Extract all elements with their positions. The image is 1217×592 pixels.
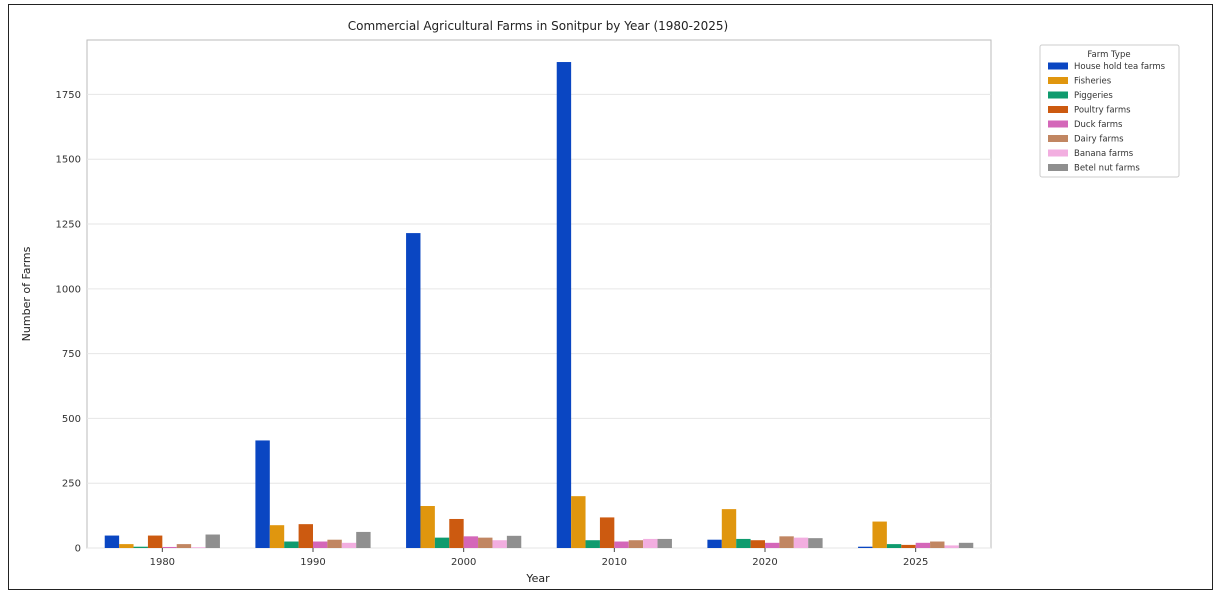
bar-fisheries-1990	[269, 525, 285, 548]
bar-betel-nut-farms-2020	[808, 538, 823, 548]
bar-betel-nut-farms-2025	[958, 542, 974, 548]
y-tick-label: 1000	[56, 284, 81, 295]
bar-piggeries-2010	[585, 540, 600, 548]
y-tick-label: 1250	[56, 220, 81, 231]
bar-poultry-farms-2025	[901, 544, 916, 548]
bar-banana-farms-2000	[492, 540, 507, 548]
grid-lines	[87, 93, 991, 549]
bar-house-hold-tea-farms-2020	[707, 539, 722, 548]
bar-duck-farms-2025	[915, 542, 931, 548]
bar-fisheries-2000	[420, 506, 435, 548]
bar-banana-farms-2025	[944, 545, 959, 548]
bar-duck-farms-1980	[162, 546, 177, 548]
bar-betel-nut-farms-1990	[356, 531, 371, 548]
legend-entry: Betel nut farms	[1074, 164, 1140, 174]
bar-poultry-farms-2020	[750, 540, 765, 548]
legend-entry: Duck farms	[1074, 120, 1123, 130]
bar-banana-farms-1980	[191, 547, 206, 548]
legend-swatch	[1048, 135, 1068, 142]
bar-dairy-farms-1980	[176, 544, 192, 548]
legend-swatch	[1048, 77, 1068, 84]
bars	[104, 62, 974, 549]
bar-house-hold-tea-farms-2000	[406, 233, 421, 548]
x-tick-label: 1980	[150, 557, 175, 568]
bar-poultry-farms-2000	[449, 518, 464, 548]
legend-entry: Banana farms	[1074, 149, 1134, 159]
bar-betel-nut-farms-2010	[657, 538, 672, 548]
bar-banana-farms-1990	[341, 542, 357, 548]
chart-title: Commercial Agricultural Farms in Sonitpu…	[348, 19, 728, 33]
x-tick-label: 1990	[300, 557, 325, 568]
bar-betel-nut-farms-2000	[506, 535, 522, 548]
y-axis-title: Number of Farms	[20, 246, 33, 341]
bar-duck-farms-2020	[765, 542, 780, 548]
y-tick-label: 500	[62, 414, 81, 425]
bar-poultry-farms-1980	[147, 535, 163, 548]
bar-banana-farms-2010	[643, 538, 658, 548]
legend-swatch	[1048, 164, 1068, 171]
y-tick-label: 750	[62, 349, 81, 360]
bar-piggeries-2000	[434, 537, 450, 548]
x-axis-title: Year	[525, 572, 550, 585]
legend-swatch	[1048, 91, 1068, 99]
bar-piggeries-2025	[886, 544, 902, 548]
bar-dairy-farms-1990	[327, 539, 342, 548]
chart-frame	[8, 4, 1213, 590]
bar-betel-nut-farms-1980	[205, 534, 220, 548]
bar-banana-farms-2020	[793, 537, 809, 548]
bar-house-hold-tea-farms-1990	[255, 440, 270, 548]
legend-title: Farm Type	[1087, 50, 1130, 60]
bar-dairy-farms-2025	[930, 541, 945, 548]
x-tick-label: 2025	[903, 557, 928, 568]
y-tick-label: 250	[62, 479, 81, 490]
legend-entry: House hold tea farms	[1074, 62, 1166, 72]
y-tick-label: 0	[75, 544, 81, 555]
y-axis-ticks: 0 250 500 750 1000 1250 1500 1750	[56, 90, 81, 555]
bar-dairy-farms-2010	[628, 540, 644, 548]
bar-duck-farms-2010	[614, 541, 629, 548]
legend-swatch	[1048, 120, 1068, 128]
bar-dairy-farms-2020	[779, 536, 794, 548]
bar-dairy-farms-2000	[478, 537, 493, 548]
bar-duck-farms-2000	[463, 536, 479, 548]
bar-house-hold-tea-farms-1980	[104, 535, 120, 548]
legend-swatch	[1048, 106, 1068, 113]
legend-entry: Poultry farms	[1074, 106, 1131, 116]
bar-piggeries-1980	[133, 546, 148, 548]
legend-entry: Piggeries	[1074, 91, 1113, 101]
legend-swatch	[1048, 149, 1068, 157]
bar-fisheries-2025	[872, 521, 887, 548]
bar-piggeries-2020	[736, 538, 751, 548]
x-tick-label: 2010	[602, 557, 627, 568]
legend-swatch	[1048, 62, 1068, 70]
x-axis-ticks: 1980 1990 2000 2010 2020 2025	[150, 548, 928, 568]
bar-duck-farms-1990	[313, 541, 328, 548]
legend: Farm Type House hold tea farms Fisheries P…	[1039, 44, 1180, 178]
legend-box	[1039, 44, 1180, 178]
y-tick-label: 1750	[56, 90, 81, 101]
x-tick-label: 2000	[451, 557, 476, 568]
bar-poultry-farms-2010	[599, 517, 615, 548]
bar-fisheries-2010	[571, 496, 586, 548]
bar-poultry-farms-1990	[298, 524, 313, 548]
legend-entry: Dairy farms	[1074, 135, 1124, 145]
y-tick-label: 1500	[56, 155, 81, 166]
x-tick-label: 2020	[752, 557, 777, 568]
plot-area	[86, 39, 992, 549]
bar-piggeries-1990	[284, 541, 299, 548]
legend-entry: Fisheries	[1074, 77, 1112, 87]
bar-fisheries-1980	[119, 544, 134, 548]
bar-house-hold-tea-farms-2025	[858, 546, 873, 548]
bar-fisheries-2020	[721, 509, 737, 548]
bar-house-hold-tea-farms-2010	[556, 62, 572, 549]
